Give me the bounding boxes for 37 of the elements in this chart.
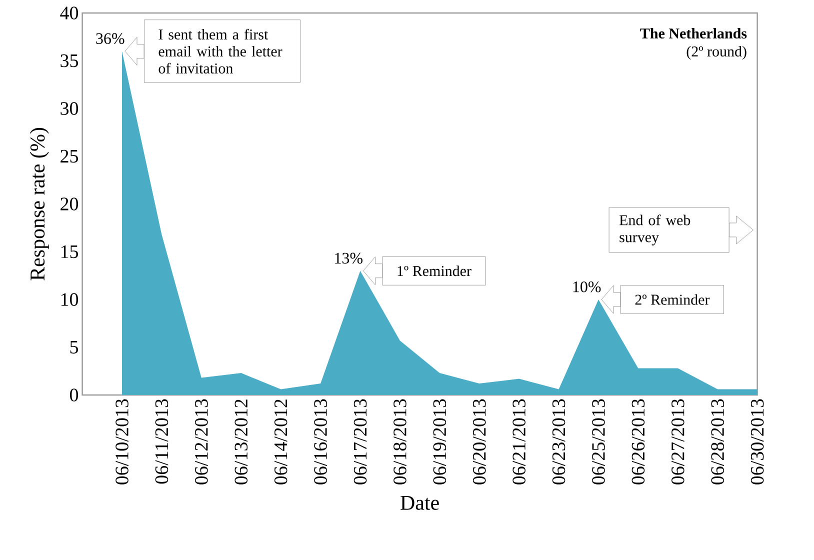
annotation: 1º Reminder (398, 266, 472, 276)
data-label: 13% (335, 252, 362, 264)
x-tick-label: 06/25/2013 (592, 399, 605, 484)
text: (2º round) (686, 46, 746, 60)
annotation: I sent them a first email with the letter of invitation (158, 28, 282, 74)
x-tick-label: 06/26/2013 (632, 399, 645, 484)
x-tick-label: 06/20/2013 (472, 399, 486, 484)
y-tick-label: 10 (61, 293, 78, 306)
y-tick-label: 0 (70, 388, 78, 402)
x-tick-label: 06/23/2013 (552, 399, 566, 484)
x-tick-label: 06/13/2012 (234, 400, 248, 484)
data-label: 36% (96, 33, 124, 44)
y-axis-title: Response rate (%) (30, 128, 49, 280)
text: The Netherlands (640, 28, 747, 39)
x-tick-label: 06/10/2013 (116, 399, 128, 484)
y-tick-label: 5 (70, 340, 78, 354)
x-tick-label: 06/11/2013 (155, 399, 168, 484)
data-label: 10% (573, 281, 601, 292)
x-tick-label: 06/28/2013 (711, 399, 724, 484)
x-axis-title: Date (400, 496, 439, 510)
x-tick-label: 06/19/2013 (433, 399, 446, 484)
x-tick-label: 06/21/2013 (512, 399, 526, 484)
y-tick-label: 35 (60, 54, 78, 68)
x-tick-label: 06/18/2013 (394, 399, 406, 484)
y-tick-label: 40 (60, 6, 78, 20)
x-tick-label: 06/17/2013 (354, 399, 367, 484)
x-tick-label: 06/12/2013 (195, 399, 208, 484)
annotation: End of web survey (619, 214, 690, 246)
x-tick-label: 06/27/2013 (671, 399, 684, 484)
x-tick-label: 06/16/2013 (314, 399, 327, 484)
y-tick-label: 30 (60, 102, 78, 115)
y-tick-label: 25 (60, 150, 78, 163)
x-tick-label: 06/30/2013 (750, 399, 764, 484)
x-tick-label: 06/14/2012 (274, 400, 288, 484)
y-tick-label: 20 (60, 198, 78, 210)
annotation: 2º Reminder (635, 294, 710, 305)
y-tick-label: 15 (61, 245, 78, 258)
